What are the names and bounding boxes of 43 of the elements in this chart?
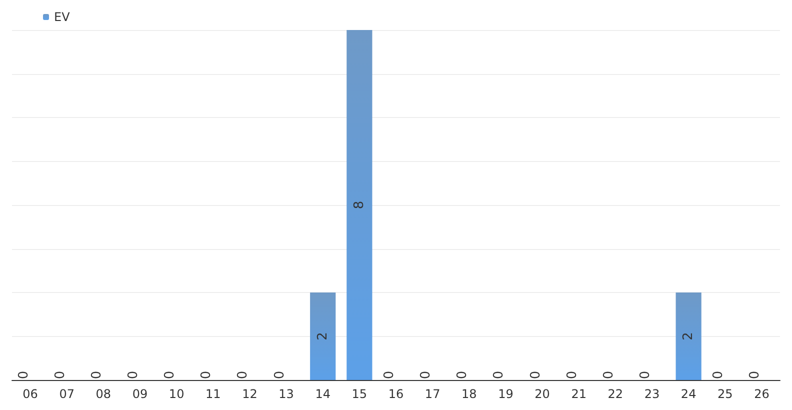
x-tick-label: 24 [680, 387, 696, 401]
x-tick-label: 07 [59, 387, 74, 401]
x-tick-label: 26 [754, 387, 770, 401]
x-tick-label: 14 [315, 387, 330, 401]
data-label: 0 [52, 370, 68, 380]
data-label: 0 [418, 370, 434, 380]
x-tick-label: 17 [424, 387, 440, 401]
data-label: 0 [382, 370, 397, 380]
data-label: 0 [16, 370, 32, 380]
x-tick-label: 15 [352, 387, 368, 401]
x-tick-label: 22 [608, 387, 624, 401]
x-tick-label: 12 [242, 387, 258, 401]
data-label: 0 [638, 370, 653, 380]
data-label: 0 [236, 370, 251, 380]
x-tick-label: 23 [644, 387, 660, 401]
x-tick-label: 25 [718, 387, 733, 401]
x-tick-label: 16 [388, 387, 404, 401]
legend-label: EV [54, 10, 71, 24]
data-label: 0 [711, 370, 726, 380]
x-tick-label: 19 [498, 387, 514, 401]
data-label: 0 [199, 370, 214, 380]
x-tick-label: 21 [571, 387, 586, 401]
data-label: 2 [315, 332, 330, 340]
data-label: 0 [162, 370, 178, 380]
data-label: 0 [126, 370, 141, 380]
data-label: 0 [528, 370, 544, 380]
x-tick-label: 13 [278, 387, 294, 401]
data-label: 0 [492, 370, 507, 380]
data-label: 0 [272, 370, 288, 380]
x-tick-label: 18 [462, 387, 477, 401]
data-label: 0 [89, 370, 104, 380]
data-label: 0 [455, 370, 470, 380]
x-tick-label: 09 [132, 387, 148, 401]
data-label: 0 [601, 370, 616, 380]
x-tick-label: 20 [534, 387, 550, 401]
data-label: 2 [681, 332, 696, 340]
x-tick-label: 08 [96, 387, 112, 401]
data-label: 0 [564, 370, 580, 380]
x-tick-label: 06 [22, 387, 38, 401]
x-tick-label: 11 [206, 387, 221, 401]
data-label: 8 [352, 200, 367, 210]
x-tick-label: 10 [168, 387, 184, 401]
data-label: 0 [748, 370, 763, 380]
